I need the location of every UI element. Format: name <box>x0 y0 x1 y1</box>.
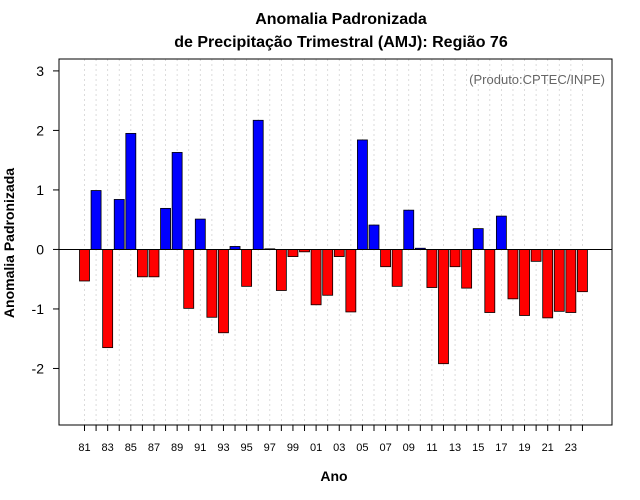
product-credit: (Produto:CPTEC/INPE) <box>469 72 605 87</box>
bar-1996 <box>252 119 264 250</box>
bar-2016 <box>484 249 496 313</box>
bar-1983 <box>102 249 114 349</box>
bar-1984 <box>113 199 125 250</box>
x-axis: 81 83 85 87 89 91 93 95 97 99 01 03 05 07 09 11 13 15 17 19… <box>78 425 583 454</box>
bar-1989 <box>171 152 183 250</box>
bar-1990 <box>183 249 195 309</box>
bar-2001 <box>310 249 322 306</box>
y-tick-label: -2 <box>32 360 45 376</box>
bar-2024 <box>577 249 588 293</box>
x-tick-label: 97 <box>264 442 276 454</box>
bar-1988 <box>160 207 171 250</box>
y-tick-label: 3 <box>36 63 44 79</box>
bar-2008 <box>391 249 403 287</box>
x-tick-label: 09 <box>403 442 415 454</box>
x-tick-label: 03 <box>333 442 345 454</box>
bar-2021 <box>542 249 554 319</box>
y-axis-label: Anomalia Padronizada <box>1 168 17 318</box>
bar-1985 <box>125 132 137 250</box>
x-tick-label: 99 <box>287 442 299 454</box>
bar-2002 <box>322 249 334 296</box>
y-tick-label: 0 <box>36 241 44 257</box>
x-tick-label: 83 <box>102 442 114 454</box>
bar-2014 <box>461 249 473 289</box>
bar-1982 <box>90 190 102 250</box>
x-tick-label: 85 <box>125 442 137 454</box>
x-tick-label: 13 <box>449 442 461 454</box>
y-tick-label: -1 <box>32 301 45 317</box>
x-tick-label: 15 <box>472 442 484 454</box>
bar-2004 <box>345 249 357 313</box>
x-tick-label: 05 <box>356 442 368 454</box>
bar-2023 <box>565 249 577 313</box>
x-tick-label: 93 <box>217 442 229 454</box>
bar-1993 <box>218 249 229 334</box>
x-tick-label: 07 <box>379 442 391 454</box>
bars <box>79 119 588 365</box>
x-tick-label: 89 <box>171 442 183 454</box>
x-tick-label: 21 <box>542 442 554 454</box>
bar-2013 <box>449 249 461 268</box>
y-tick-label: 1 <box>36 182 44 198</box>
bar-1998 <box>275 249 287 291</box>
bar-2005 <box>357 139 368 250</box>
x-tick-label: 23 <box>565 442 577 454</box>
bar-2018 <box>507 249 519 300</box>
x-axis-label: Ano <box>320 468 347 484</box>
grid <box>84 59 583 425</box>
bar-1986 <box>136 249 148 278</box>
bar-1999 <box>287 249 299 257</box>
chart-subtitle: de Precipitação Trimestral (AMJ): Região… <box>174 34 508 51</box>
x-tick-label: 81 <box>78 442 90 454</box>
bar-1981 <box>79 249 90 282</box>
bar-2019 <box>519 249 530 316</box>
bar-1991 <box>194 218 206 250</box>
x-tick-label: 17 <box>495 442 507 454</box>
y-axis: -2 -1 0 1 2 3 <box>32 63 59 376</box>
bar-2011 <box>426 249 438 288</box>
x-tick-label: 91 <box>194 442 206 454</box>
bar-2012 <box>438 249 449 365</box>
bar-2003 <box>333 249 345 257</box>
x-tick-label: 95 <box>240 442 252 454</box>
x-tick-label: 87 <box>148 442 160 454</box>
bar-2007 <box>380 249 391 268</box>
bar-2020 <box>530 249 542 262</box>
chart-title: Anomalia Padronizada <box>255 11 427 28</box>
bar-2022 <box>553 249 565 312</box>
bar-2006 <box>368 224 380 250</box>
bar-2009 <box>403 209 415 250</box>
x-tick-label: 01 <box>310 442 322 454</box>
bar-1995 <box>241 249 253 287</box>
bar-1992 <box>206 249 218 318</box>
plot-frame <box>58 58 613 426</box>
y-tick-label: 2 <box>36 122 44 138</box>
x-tick-label: 19 <box>518 442 530 454</box>
bar-2017 <box>495 215 507 250</box>
bar-2015 <box>472 228 484 250</box>
bar-1987 <box>148 249 160 278</box>
x-tick-label: 11 <box>426 442 437 454</box>
